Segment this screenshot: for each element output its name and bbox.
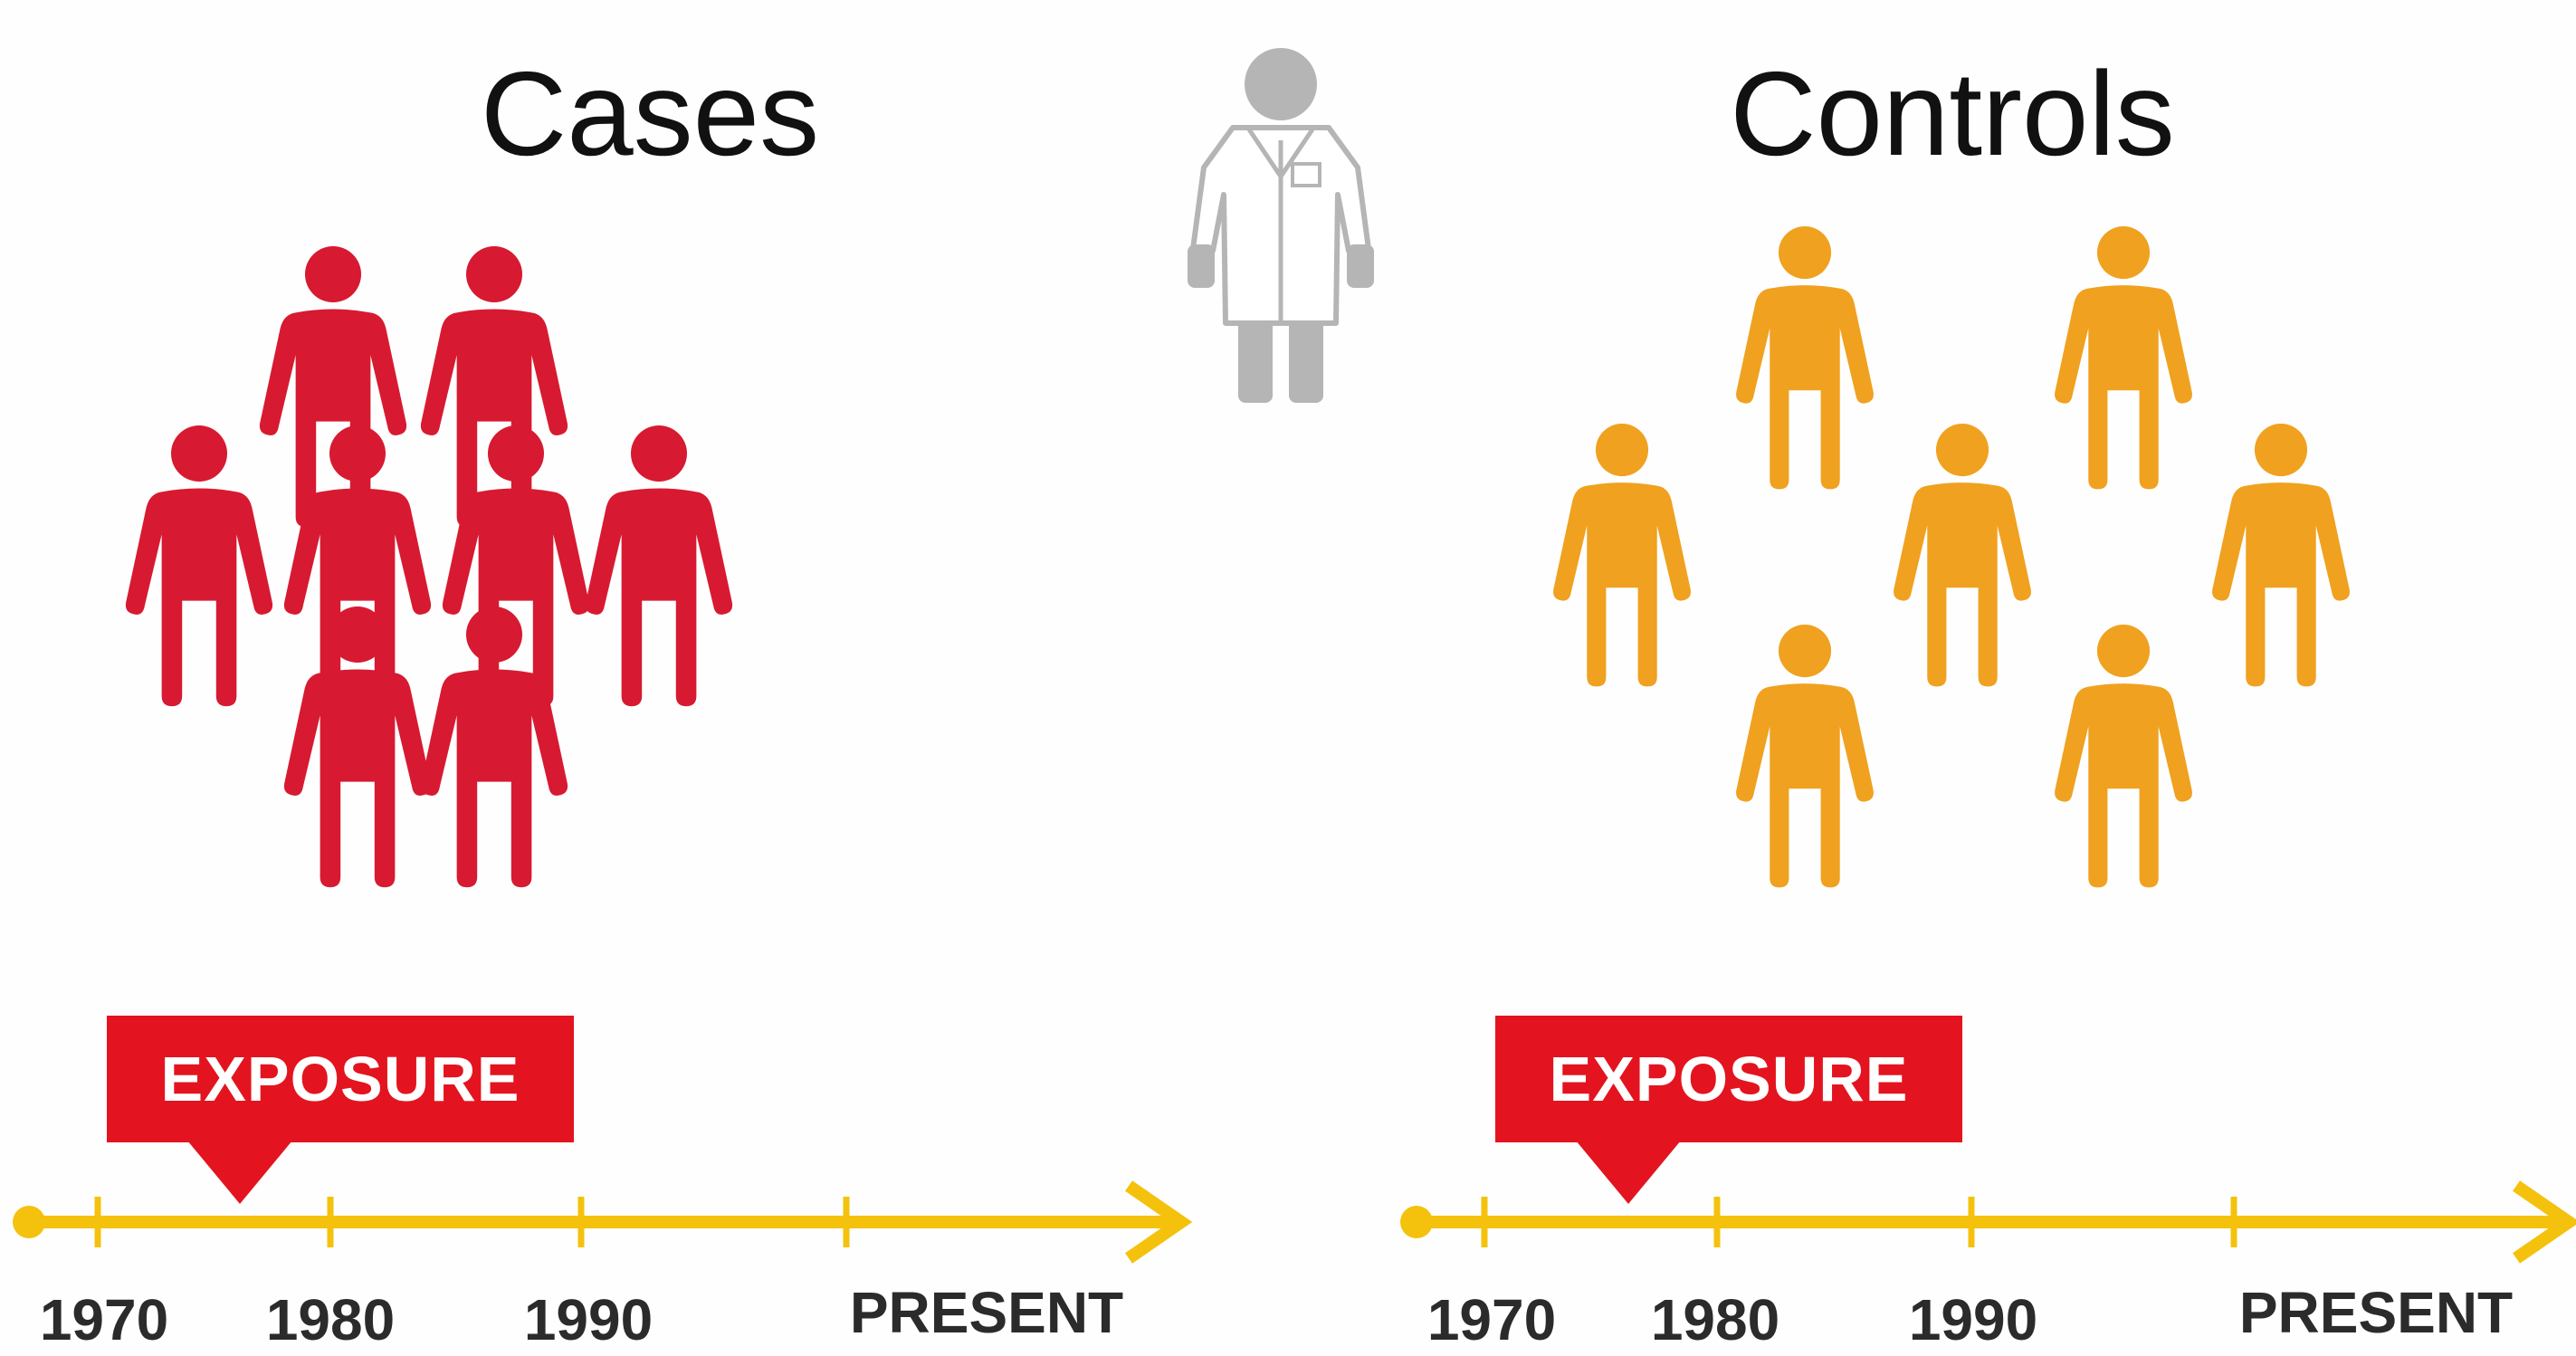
- controls-tick-1990: 1990: [1908, 1287, 2038, 1352]
- researcher-icon: [1188, 48, 1374, 403]
- cases-exposure-label: EXPOSURE: [107, 1016, 574, 1142]
- person-icon: [2055, 625, 2192, 888]
- controls-timeline-arrowhead: [2513, 1180, 2576, 1264]
- person-icon: [2055, 226, 2192, 490]
- people-figures: [125, 226, 2350, 888]
- person-icon: [1553, 424, 1691, 687]
- person-icon: [420, 606, 568, 888]
- cases-tick-1990: 1990: [523, 1287, 654, 1352]
- controls-title: Controls: [1730, 47, 2175, 180]
- person-icon: [585, 425, 733, 707]
- person-icon: [420, 246, 568, 528]
- controls-exposure-label: EXPOSURE: [1495, 1016, 1962, 1142]
- cases-tick-1980: 1980: [265, 1287, 396, 1352]
- person-icon: [1736, 625, 1874, 888]
- controls-tick-1970: 1970: [1426, 1287, 1557, 1352]
- controls-timeline-start-dot: [1400, 1206, 1433, 1238]
- cases-tick-1970: 1970: [39, 1287, 169, 1352]
- cases-timeline-start-dot: [13, 1206, 45, 1238]
- person-icon: [2212, 424, 2350, 687]
- cases-title: Cases: [480, 47, 820, 180]
- controls-exposure-pointer: [1576, 1141, 1681, 1204]
- person-icon: [259, 246, 407, 528]
- controls-tick-1980: 1980: [1650, 1287, 1780, 1352]
- person-icon: [283, 425, 432, 707]
- controls-tick-present: PRESENT: [2238, 1280, 2514, 1345]
- cases-timeline-arrowhead: [1125, 1180, 1193, 1264]
- person-icon: [283, 606, 432, 888]
- person-icon: [1894, 424, 2031, 687]
- timelines: [13, 1180, 2576, 1264]
- cases-exposure-pointer: [187, 1141, 292, 1204]
- person-icon: [125, 425, 273, 707]
- person-icon: [1736, 226, 1874, 490]
- cases-tick-present: PRESENT: [849, 1280, 1124, 1345]
